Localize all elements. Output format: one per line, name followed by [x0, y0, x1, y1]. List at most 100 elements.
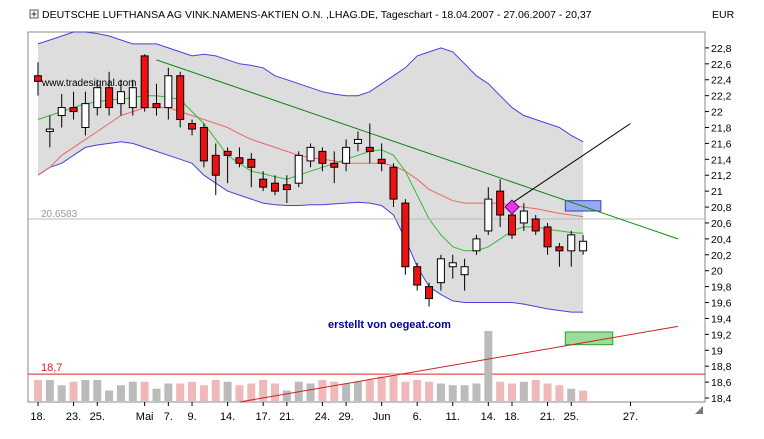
volume-bar [436, 383, 445, 401]
x-tick-label: 9. [187, 411, 196, 423]
support-label: 18,7 [41, 362, 62, 374]
y-tick-label: 21 [711, 186, 723, 198]
x-tick-label: 21. [279, 411, 294, 423]
candle-body [116, 91, 125, 105]
candle-body [105, 87, 114, 109]
candle-body [235, 157, 244, 164]
candle-body [496, 190, 505, 216]
y-tick-label: 18,6 [711, 377, 732, 389]
trendline-pointer [511, 123, 631, 204]
currency-label: EUR [712, 9, 735, 21]
candle-body [188, 123, 197, 130]
candle-body [176, 75, 185, 121]
signal-marker [504, 199, 520, 215]
volume-bar [34, 380, 42, 401]
volume-bar [93, 380, 102, 401]
y-tick-label: 18,8 [711, 361, 732, 373]
candle-body [199, 126, 208, 162]
volume-bar [425, 381, 434, 401]
y-tick-label: 20,4 [711, 234, 732, 246]
candle-body [448, 262, 457, 268]
y-tick-label: 20,2 [711, 250, 732, 262]
candle-body [330, 162, 339, 168]
candle-body [531, 218, 540, 232]
x-tick-label: 18. [30, 411, 45, 423]
candle-body [211, 154, 220, 176]
candle-body [555, 246, 564, 252]
volume-bar [496, 381, 505, 401]
volume-bar [318, 380, 327, 401]
candle-body [45, 128, 54, 132]
x-tick-label: 14. [481, 411, 496, 423]
candle-body [69, 107, 78, 113]
volume-bar [460, 385, 469, 401]
volume-bar [223, 381, 232, 401]
candle-body [282, 184, 291, 191]
candle-body [152, 103, 161, 109]
x-tick-label: 14. [220, 411, 235, 423]
y-tick-label: 21,2 [711, 170, 732, 182]
volume-bar [247, 383, 256, 401]
volume-bar [484, 331, 493, 401]
volume-bar [140, 381, 149, 401]
volume-bar [57, 385, 66, 401]
x-tick-label: 27. [623, 411, 638, 423]
credit-text: erstellt von oegeat.com [328, 319, 451, 331]
candle-body [223, 150, 232, 156]
x-tick-label: 25. [90, 411, 105, 423]
y-tick-label: 21,4 [711, 154, 732, 166]
volume-bar [413, 380, 422, 401]
volume-bar [365, 380, 374, 401]
y-tick-label: 19,8 [711, 282, 732, 294]
candle-body [57, 107, 66, 117]
candle-body [93, 87, 102, 109]
volume-bar [176, 383, 185, 401]
volume-bar [259, 380, 268, 401]
x-tick-label: 6. [413, 411, 422, 423]
volume-bar [401, 381, 410, 401]
volume-bar [199, 385, 208, 401]
candle-body [365, 146, 374, 152]
candle-body [436, 258, 445, 284]
x-tick-label: Mai [136, 411, 154, 423]
candle-body [543, 226, 552, 248]
y-tick-label: 22,8 [711, 43, 732, 55]
candle-body [294, 154, 303, 184]
y-tick-label: 22,2 [711, 91, 732, 103]
candle-body [579, 240, 588, 252]
candle-body [318, 150, 327, 164]
candle-body [389, 166, 398, 200]
scroll-arrow-icon [695, 406, 703, 414]
x-tick-label: 17. [256, 411, 271, 423]
volume-bar [116, 385, 125, 401]
volume-bar [81, 380, 90, 401]
y-tick-label: 20 [711, 266, 723, 278]
x-tick-label: 23. [66, 411, 81, 423]
y-tick-label: 22,4 [711, 75, 732, 87]
bollinger-upper-line [37, 31, 584, 143]
candle-body [401, 202, 410, 268]
candle-body [425, 286, 434, 300]
watermark: www.tradesignal.com [41, 78, 136, 89]
candle-body [164, 75, 173, 109]
volume-bar [211, 380, 220, 401]
x-tick-label: Jun [373, 411, 391, 423]
volume-bar [567, 388, 576, 401]
reference-price-label: 20.6583 [41, 209, 78, 220]
target-zone-lower [564, 331, 614, 346]
volume-bar [508, 383, 516, 401]
bollinger-lower-line [37, 141, 584, 313]
candle-body [472, 238, 481, 252]
volume-bar [519, 381, 528, 401]
plot-area: 20.6583 18,7 22,8 22,6 22,4 22,2 22 21,8 21,6 21,… [27, 31, 732, 423]
volume-bar [555, 385, 564, 401]
x-tick-label: 24. [315, 411, 330, 423]
y-tick-label: 21,6 [711, 138, 732, 150]
candle-body [377, 158, 386, 164]
y-tick-label: 19 [711, 345, 723, 357]
bollinger-band-fill [38, 32, 584, 313]
y-tick-label: 20,6 [711, 218, 732, 230]
volume-bar [105, 390, 114, 401]
y-tick-label: 19,4 [711, 313, 732, 325]
